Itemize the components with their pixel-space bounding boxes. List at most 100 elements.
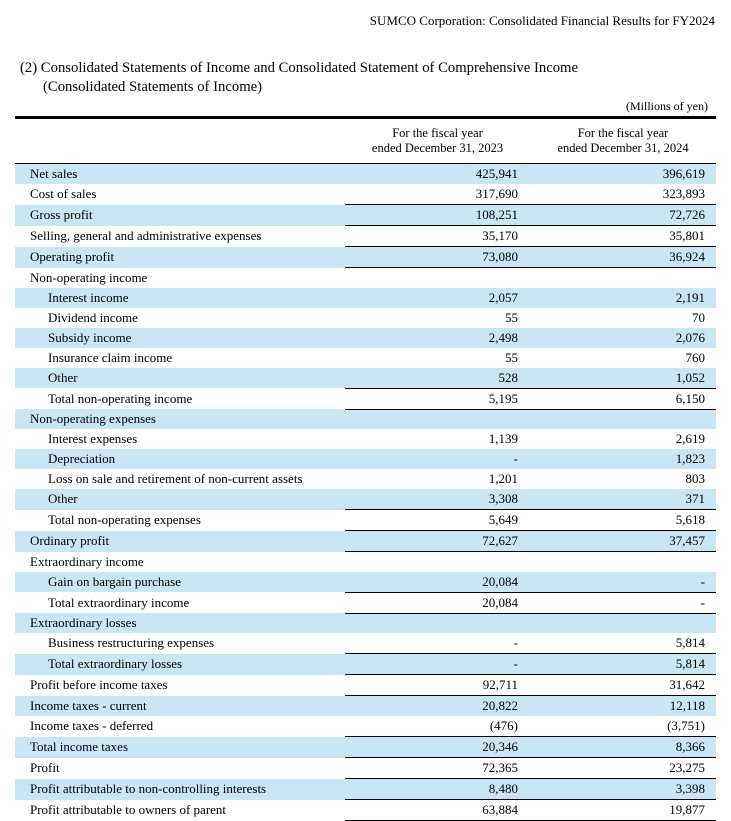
table-row: Other 3,308 371 [15, 489, 716, 510]
row-label: Dividend income [48, 309, 138, 325]
row-value-fy2024 [530, 613, 716, 633]
header-fy2024-line1: For the fiscal year [577, 125, 669, 140]
row-value-fy2024: 1,823 [675, 451, 705, 466]
table-row: Ordinary profit 72,627 37,457 [15, 530, 716, 552]
row-label: Extraordinary income [30, 553, 144, 569]
table-row: Business restructuring expenses -5,814 [15, 633, 716, 654]
row-value-fy2024: 396,619 [662, 166, 705, 181]
row-value-fy2023: 20,084 [345, 571, 530, 593]
row-label: Non-operating expenses [30, 411, 156, 426]
row-label: Profit attributable to owners of parent [30, 802, 227, 817]
table-row: Interest income 2,057 2,191 [15, 287, 716, 308]
table-row: Cost of sales 317,690 323,893 [15, 184, 716, 205]
row-label: Business restructuring expenses [48, 635, 215, 651]
row-value-fy2023: 8,480 [345, 778, 530, 800]
row-value-fy2024: 72,726 [530, 204, 716, 226]
row-value-fy2023: 108,251 [345, 204, 530, 226]
row-label: Total non-operating expenses [48, 512, 201, 527]
table-row: Gross profit 108,251 72,726 [15, 204, 716, 226]
table-row: Loss on sale and retirement of non-curre… [15, 469, 716, 489]
row-label: Selling, general and administrative expe… [30, 228, 262, 243]
row-value-fy2023: 92,711 [345, 674, 530, 696]
row-label: Profit [30, 760, 60, 775]
row-value-fy2023: 55 [505, 309, 518, 325]
row-label: Total extraordinary losses [48, 656, 183, 671]
income-statement-table: For the fiscal year ended December 31, 2… [15, 116, 716, 821]
row-value-fy2024: 3,398 [530, 778, 716, 800]
row-value-fy2024: 5,814 [530, 653, 716, 675]
row-value-fy2024: 371 [530, 489, 716, 510]
table-row: Depreciation - 1,823 [15, 449, 716, 469]
table-row: Extraordinary income [15, 552, 716, 572]
table-row: Total extraordinary income 20,084- [15, 592, 716, 614]
table-row: Extraordinary losses [15, 613, 716, 633]
row-label: Profit before income taxes [30, 677, 168, 692]
table-row: Gain on bargain purchase 20,084- [15, 571, 716, 593]
row-label: Total extraordinary income [48, 594, 190, 610]
row-label: Subsidy income [48, 329, 132, 345]
row-label: Total income taxes [30, 739, 129, 754]
row-label: Profit attributable to non-controlling i… [30, 781, 267, 796]
table-row: Non-operating income [15, 268, 716, 288]
row-value-fy2024: 5,618 [530, 509, 716, 531]
table-row: Selling, general and administrative expe… [15, 225, 716, 247]
row-value-fy2023: 1,139 [488, 431, 518, 446]
table-row: Operating profit 73,080 36,924 [15, 246, 716, 268]
table-row: Profit attributable to non-controlling i… [15, 778, 716, 800]
table-body: Net sales 425,941 396,619 Cost of sales 317,… [15, 163, 716, 821]
row-value-fy2023 [345, 268, 530, 288]
table-row: Profit attributable to owners of parent 6… [15, 799, 716, 821]
row-value-fy2023: 2,057 [488, 289, 518, 305]
row-value-fy2024: 2,191 [675, 289, 705, 305]
row-value-fy2023: 5,195 [345, 388, 530, 410]
row-value-fy2023 [345, 409, 530, 429]
page-title: (2) Consolidated Statements of Income an… [20, 59, 731, 97]
row-value-fy2023: 55 [505, 349, 518, 365]
row-value-fy2023 [345, 613, 530, 633]
unit-note: (Millions of yen) [626, 99, 708, 113]
table-row: Total non-operating expenses 5,649 5,618 [15, 509, 716, 531]
row-value-fy2023: 20,346 [345, 736, 530, 758]
row-value-fy2023: 425,941 [475, 166, 518, 181]
table-header-row: For the fiscal year ended December 31, 2… [15, 117, 716, 164]
row-value-fy2023: - [345, 653, 530, 675]
row-label: Ordinary profit [30, 533, 110, 548]
row-value-fy2023: 317,690 [345, 184, 530, 205]
row-label: Interest income [48, 289, 129, 305]
row-value-fy2024: 2,076 [675, 329, 705, 345]
row-value-fy2023: 2,498 [488, 329, 518, 345]
header-fy2023-column: For the fiscal year ended December 31, 2… [345, 117, 530, 164]
row-label: Insurance claim income [48, 349, 173, 365]
row-value-fy2023 [345, 552, 530, 572]
row-value-fy2024: - [530, 571, 716, 593]
row-value-fy2023: 20,084 [345, 592, 530, 614]
table-row: Income taxes - current 20,822 12,118 [15, 695, 716, 716]
table-row: Profit before income taxes 92,711 31,642 [15, 674, 716, 696]
row-value-fy2024: 70 [692, 309, 705, 325]
row-label: Net sales [30, 166, 78, 181]
row-label: Extraordinary losses [30, 615, 137, 630]
row-value-fy2024: 35,801 [530, 225, 716, 247]
title-line-1: (2) Consolidated Statements of Income an… [20, 60, 578, 76]
row-label: Interest expenses [48, 431, 138, 446]
row-value-fy2023: (476) [345, 716, 530, 737]
row-value-fy2023: - [345, 633, 530, 654]
row-value-fy2024: - [530, 592, 716, 614]
table-row: Net sales 425,941 396,619 [15, 163, 716, 184]
row-label: Non-operating income [30, 269, 148, 285]
row-label: Cost of sales [30, 186, 97, 202]
row-value-fy2023: 72,365 [345, 757, 530, 779]
row-value-fy2024 [530, 268, 716, 288]
header-fy2023-line1: For the fiscal year [392, 125, 483, 140]
table-row: Insurance claim income 55 760 [15, 348, 716, 368]
row-value-fy2024: 37,457 [530, 530, 716, 552]
row-value-fy2023: 72,627 [345, 530, 530, 552]
row-value-fy2023: 20,822 [482, 698, 518, 713]
row-label: Other [48, 369, 78, 385]
row-value-fy2023: 63,884 [345, 799, 530, 821]
header-fy2023-line2: ended December 31, 2023 [371, 141, 504, 155]
row-value-fy2024 [530, 409, 716, 429]
table-row: Total non-operating income 5,195 6,150 [15, 388, 716, 410]
table-row: Income taxes - deferred (476) (3,751) [15, 716, 716, 737]
row-value-fy2024: 31,642 [530, 674, 716, 696]
